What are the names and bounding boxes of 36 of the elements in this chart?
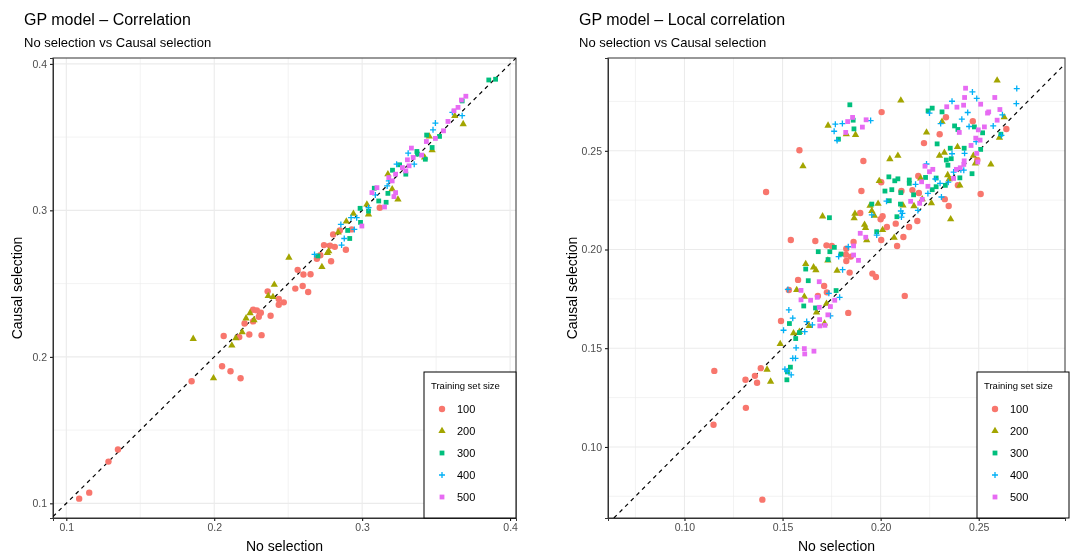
chart-subtitle: No selection vs Causal selection [24,35,212,50]
x-tick-label: 0.20 [870,521,892,534]
legend-title: Training set size [984,380,1053,391]
y-tick-label: 0.3 [32,204,48,217]
legend-label: 500 [1010,491,1029,503]
legend-label: 500 [457,491,476,503]
y-tick-label: 0.1 [32,497,48,510]
chart-title: GP model – Local correlation [579,11,786,28]
legend-label: 100 [1010,403,1029,415]
x-tick-label: 0.4 [503,521,519,534]
x-tick-label: 0.2 [207,521,223,534]
legend-label: 100 [457,403,476,415]
legend-label: 200 [1010,425,1029,437]
chart-subtitle: No selection vs Causal selection [579,35,767,50]
legend-label: 300 [457,447,476,459]
y-tick-label: 0.15 [581,342,603,355]
y-axis-title: Causal selection [9,236,25,340]
y-tick-label: 0.20 [581,243,603,256]
legend-label: 300 [1010,447,1029,459]
chart-title: GP model – Correlation [24,11,191,28]
y-tick-label: 0.10 [581,440,603,453]
legend-title: Training set size [431,380,500,391]
legend-label: 200 [457,425,476,437]
x-tick-label: 0.1 [59,521,75,534]
legend-label: 400 [457,469,476,481]
x-tick-label: 0.10 [674,521,696,534]
x-tick-label: 0.25 [968,521,990,534]
legend-label: 400 [1010,469,1029,481]
y-tick-label: 0.2 [32,350,48,363]
y-tick-label: 0.4 [32,57,48,70]
x-tick-label: 0.15 [772,521,794,534]
x-axis-title: No selection [797,538,876,554]
x-tick-label: 0.3 [355,521,371,534]
x-axis-title: No selection [245,538,324,554]
y-axis-title: Causal selection [564,236,580,340]
y-tick-label: 0.25 [581,144,603,157]
